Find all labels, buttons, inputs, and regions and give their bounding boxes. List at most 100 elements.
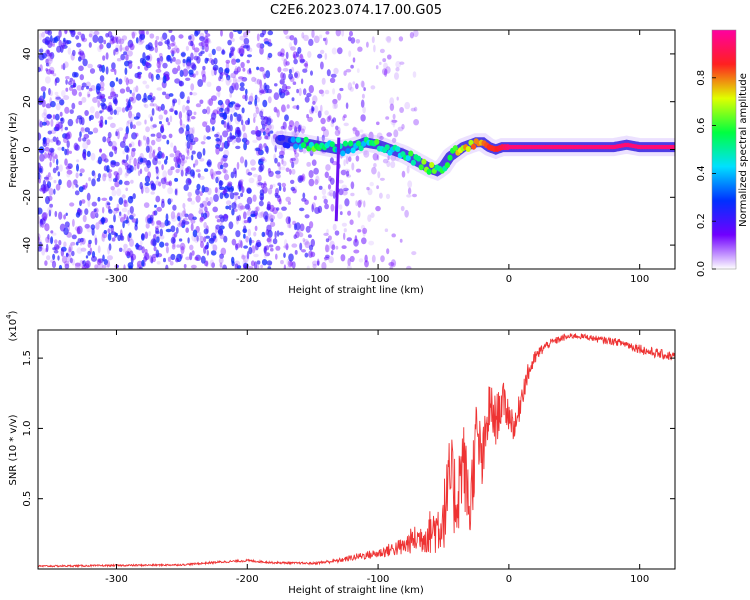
noise-speck (39, 167, 43, 173)
noise-speck (116, 36, 122, 45)
noise-speck (259, 110, 264, 118)
noise-speck (117, 234, 122, 242)
noise-speck (196, 183, 201, 190)
noise-speck (242, 219, 246, 225)
noise-speck (125, 166, 129, 170)
noise-speck (346, 170, 350, 177)
noise-speck (211, 172, 216, 180)
noise-speck (162, 153, 166, 158)
noise-speck (373, 163, 377, 168)
noise-speck (40, 96, 44, 100)
noise-speck (184, 213, 189, 218)
noise-speck (88, 115, 92, 122)
y-tick-label: 1.0 (22, 420, 33, 436)
noise-speck (243, 211, 247, 220)
noise-speck (203, 135, 207, 141)
noise-speck (248, 95, 254, 103)
noise-speck (89, 106, 95, 114)
noise-speck (337, 93, 342, 101)
noise-speck (172, 67, 178, 75)
noise-speck (281, 206, 287, 211)
noise-speck (277, 162, 281, 167)
noise-speck (87, 131, 94, 135)
noise-speck (45, 76, 51, 84)
noise-speck (41, 112, 47, 119)
noise-speck (194, 256, 199, 261)
noise-speck (108, 224, 114, 229)
noise-speck (321, 90, 325, 97)
noise-speck (88, 33, 93, 38)
noise-speck (96, 177, 101, 182)
noise-speck (220, 247, 227, 256)
snr-x-axis: -300 -200 -100 0 100 (105, 330, 649, 585)
noise-speck (121, 35, 128, 41)
noise-speck (109, 151, 114, 158)
noise-speck (276, 207, 280, 211)
noise-speck (317, 110, 322, 119)
noise-speck (283, 30, 289, 35)
noise-speck (274, 194, 281, 199)
noise-speck (168, 133, 173, 139)
noise-speck (356, 68, 360, 73)
noise-speck (175, 59, 182, 65)
noise-speck (128, 232, 132, 238)
noise-speck (243, 245, 249, 249)
noise-speck (185, 124, 190, 132)
ridge-cell (444, 162, 450, 169)
noise-speck (99, 110, 103, 114)
noise-speck (248, 67, 252, 74)
noise-speck (247, 266, 254, 269)
noise-speck (39, 120, 43, 128)
noise-speck (280, 89, 286, 94)
noise-speck (219, 192, 224, 200)
noise-speck (330, 203, 335, 212)
noise-speck (107, 106, 111, 113)
noise-speck (233, 70, 239, 75)
noise-speck (268, 170, 274, 177)
noise-speck (110, 87, 115, 96)
noise-speck (155, 68, 162, 73)
noise-speck (81, 37, 88, 43)
noise-speck (346, 264, 352, 269)
noise-speck (321, 134, 325, 142)
noise-speck (155, 166, 159, 174)
noise-speck (90, 224, 96, 230)
noise-speck (190, 169, 195, 177)
noise-speck (44, 153, 48, 159)
noise-speck (264, 144, 269, 152)
noise-speck (144, 231, 149, 239)
noise-speck (279, 78, 285, 85)
noise-speck (64, 126, 69, 131)
noise-speck (213, 194, 219, 202)
noise-speck (222, 154, 228, 159)
noise-speck (364, 254, 368, 263)
noise-speck (274, 230, 277, 239)
noise-speck (124, 219, 130, 224)
noise-speck (208, 53, 212, 58)
noise-speck (41, 99, 46, 108)
noise-speck (280, 72, 284, 80)
noise-speck (115, 47, 119, 52)
noise-speck (387, 54, 392, 60)
noise-speck (73, 142, 79, 151)
noise-speck (104, 119, 108, 125)
noise-speck (187, 96, 190, 103)
noise-speck (54, 78, 57, 86)
noise-speck (92, 34, 99, 43)
noise-speck (216, 219, 221, 223)
noise-speck (69, 257, 73, 264)
noise-speck (255, 130, 261, 137)
noise-speck (48, 53, 53, 57)
noise-speck (306, 161, 312, 167)
ridge-cell (471, 143, 477, 150)
noise-speck (275, 170, 281, 175)
noise-speck (111, 140, 117, 148)
noise-speck (39, 32, 42, 41)
noise-speck (299, 175, 305, 181)
noise-speck (191, 250, 195, 256)
noise-speck (245, 139, 250, 145)
noise-speck (156, 236, 160, 243)
noise-speck (292, 131, 296, 137)
noise-speck (182, 58, 186, 64)
noise-speck (180, 52, 186, 57)
